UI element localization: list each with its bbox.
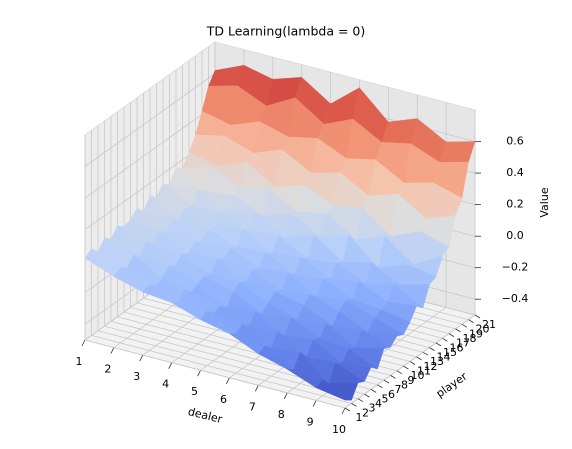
y-tick-label: 1 <box>356 411 363 424</box>
x-tick-label: 2 <box>104 363 111 376</box>
tick-mark <box>364 393 370 398</box>
tick-mark <box>377 384 383 389</box>
x-tick-label: 4 <box>162 378 169 391</box>
tick-mark <box>139 354 144 362</box>
surface-patch <box>315 379 353 401</box>
x-axis-label: dealer <box>187 405 224 426</box>
y-tick-label: 14 <box>437 351 451 364</box>
y-tick-label: 9 <box>408 374 415 387</box>
y-tick-label: 17 <box>456 337 470 350</box>
z-tick-label: 0.0 <box>506 229 524 242</box>
tick-mark <box>168 362 173 369</box>
grid-line <box>84 73 216 167</box>
grid-line <box>97 330 359 400</box>
tick-mark <box>390 375 396 379</box>
tick-mark <box>357 398 364 403</box>
tick-mark <box>416 356 422 361</box>
tick-mark <box>468 319 474 323</box>
tick-mark <box>197 370 201 377</box>
tick-mark <box>474 314 481 319</box>
y-tick-label: 19 <box>469 327 483 340</box>
y-tick-label: 12 <box>424 360 438 373</box>
y-tick-label: 6 <box>388 388 395 401</box>
y-tick-label: 20 <box>476 323 490 336</box>
y-tick-label: 8 <box>401 378 408 391</box>
tick-mark <box>435 342 442 347</box>
y-tick-label: 4 <box>375 397 382 410</box>
x-tick-label: 8 <box>278 408 285 421</box>
y-tick-label: 13 <box>430 355 444 368</box>
grid-line <box>84 339 346 409</box>
z-tick-label: −0.4 <box>502 292 529 305</box>
y-tick-label: 11 <box>417 365 431 378</box>
x-tick-label: 1 <box>76 355 83 368</box>
tick-mark <box>448 333 455 337</box>
tick-mark <box>461 323 468 328</box>
y-tick-label: 3 <box>369 402 376 415</box>
x-tick-label: 6 <box>220 393 227 406</box>
y-tick-label: 16 <box>450 341 464 354</box>
tick-mark <box>429 347 435 351</box>
tick-mark <box>81 339 86 347</box>
y-tick-label: 5 <box>382 392 389 405</box>
tick-mark <box>422 351 429 356</box>
x-tick-label: 10 <box>332 423 346 436</box>
tick-mark <box>351 403 357 407</box>
tick-mark <box>226 377 230 384</box>
x-tick-label: 5 <box>191 385 198 398</box>
tick-mark <box>383 379 390 384</box>
tick-mark <box>403 365 409 370</box>
tick-mark <box>110 347 115 354</box>
y-axis-label: player <box>434 370 470 401</box>
z-tick-label: −0.2 <box>502 261 529 274</box>
y-tick-label: 15 <box>443 346 457 359</box>
tick-mark <box>442 337 448 342</box>
z-axis-label: Value <box>538 187 551 217</box>
grid-line <box>91 335 352 404</box>
tick-mark <box>254 385 259 392</box>
tick-mark <box>455 328 461 333</box>
tick-mark <box>312 400 317 407</box>
chart-title: TD Learning(lambda = 0) <box>206 24 365 39</box>
tick-mark <box>396 370 403 375</box>
z-tick-label: 0.4 <box>506 166 524 179</box>
y-tick-label: 21 <box>482 318 496 331</box>
x-tick-label: 3 <box>133 370 140 383</box>
z-tick-label: 0.2 <box>506 198 524 211</box>
y-tick-label: 10 <box>411 369 425 382</box>
x-tick-label: 7 <box>249 400 256 413</box>
x-tick-label: 9 <box>307 415 314 428</box>
y-tick-label: 7 <box>395 383 402 396</box>
z-tick-label: 0.6 <box>506 135 524 148</box>
tick-mark <box>344 407 351 412</box>
tick-mark <box>283 392 288 400</box>
grid-line <box>84 104 216 199</box>
y-tick-label: 18 <box>463 332 477 345</box>
tick-mark <box>370 389 377 393</box>
y-tick-label: 2 <box>362 406 369 419</box>
tick-mark <box>409 361 416 365</box>
tick-mark <box>341 407 346 415</box>
